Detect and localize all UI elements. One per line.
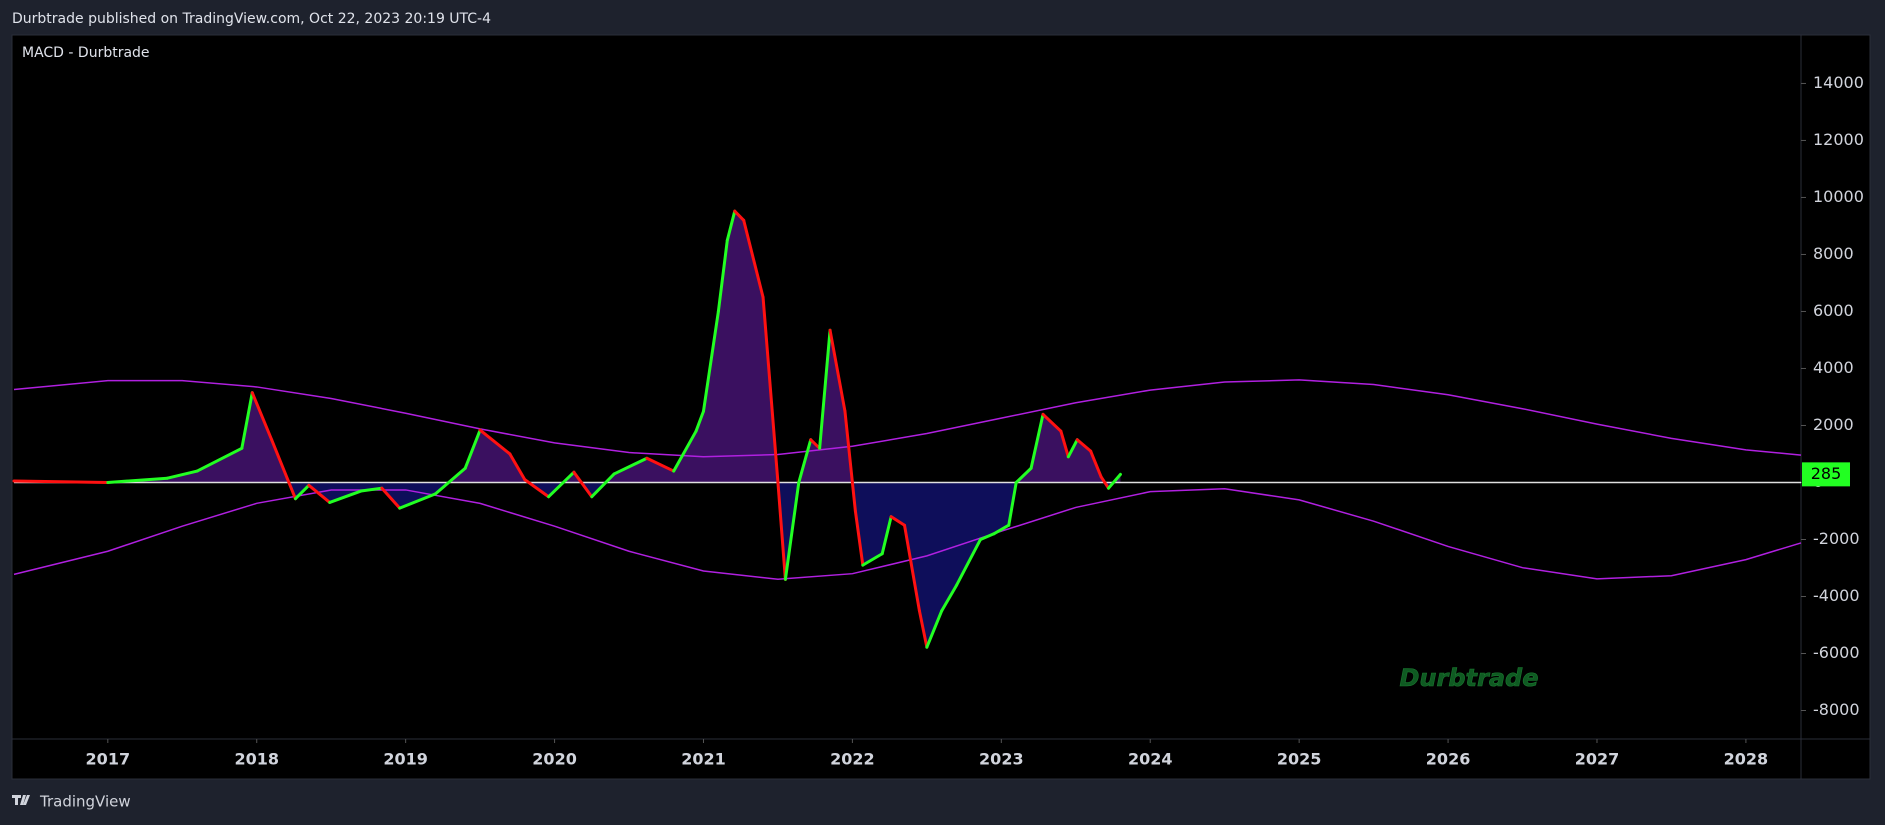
x-tick-label: 2020 bbox=[532, 750, 577, 769]
macd-segment bbox=[843, 409, 857, 513]
y-tick-label: 14000 bbox=[1813, 73, 1864, 92]
macd-segment bbox=[165, 469, 199, 480]
macd-segment bbox=[612, 456, 649, 476]
macd-segment bbox=[925, 609, 944, 649]
macd-segment bbox=[328, 489, 363, 504]
macd-segment bbox=[853, 509, 865, 567]
macd-segment bbox=[725, 209, 737, 242]
macd-segment bbox=[1041, 412, 1063, 433]
macd-segment bbox=[1007, 480, 1018, 527]
macd-segment bbox=[716, 238, 729, 313]
y-tick-label: -8000 bbox=[1813, 700, 1860, 719]
y-tick-label: -4000 bbox=[1813, 586, 1860, 605]
macd-segment bbox=[955, 537, 982, 587]
macd-segment bbox=[940, 583, 959, 613]
y-tick-label: 4000 bbox=[1813, 358, 1854, 377]
y-tick-label: 8000 bbox=[1813, 244, 1854, 263]
macd-segment bbox=[1107, 472, 1122, 490]
y-tick-label: 12000 bbox=[1813, 130, 1864, 149]
macd-segment bbox=[917, 609, 929, 649]
macd-segment bbox=[240, 391, 254, 450]
y-tick-label: -6000 bbox=[1813, 643, 1860, 662]
macd-segment bbox=[1059, 429, 1070, 459]
x-tick-label: 2018 bbox=[234, 750, 279, 769]
x-tick-label: 2027 bbox=[1575, 750, 1620, 769]
macd-segment bbox=[590, 472, 616, 499]
macd-segment bbox=[270, 438, 297, 501]
x-tick-label: 2026 bbox=[1426, 750, 1471, 769]
macd-segment bbox=[903, 523, 921, 613]
macd-segment bbox=[572, 470, 594, 499]
last-value-label: 285 bbox=[1811, 464, 1842, 483]
y-tick-label: 2000 bbox=[1813, 415, 1854, 434]
macd-segment bbox=[508, 452, 527, 482]
macd-segment bbox=[733, 209, 746, 222]
macd-segment bbox=[380, 486, 402, 510]
band-line bbox=[13, 488, 1802, 581]
macd-segment bbox=[776, 480, 787, 581]
macd-segment bbox=[701, 309, 720, 413]
macd-segment bbox=[398, 492, 437, 510]
macd-segment bbox=[783, 480, 801, 581]
macd-segment bbox=[359, 486, 384, 493]
macd-segment bbox=[12, 479, 110, 484]
band-line bbox=[13, 379, 1802, 458]
macd-segment bbox=[880, 515, 893, 556]
macd-segment bbox=[861, 552, 884, 567]
macd-segment bbox=[761, 295, 780, 484]
x-tick-label: 2023 bbox=[979, 750, 1024, 769]
macd-segment bbox=[1089, 449, 1103, 479]
y-tick-label: -2000 bbox=[1813, 529, 1860, 548]
macd-segment bbox=[1066, 438, 1079, 459]
y-tick-label: 6000 bbox=[1813, 301, 1854, 320]
macd-segment bbox=[307, 483, 332, 504]
macd-segment bbox=[1075, 438, 1093, 453]
macd-segment bbox=[106, 476, 169, 484]
macd-segment bbox=[463, 428, 482, 470]
macd-segment bbox=[818, 328, 832, 450]
x-tick-label: 2025 bbox=[1277, 750, 1322, 769]
macd-segment bbox=[1014, 466, 1033, 484]
macd-segment bbox=[523, 478, 551, 499]
macd-segment bbox=[889, 515, 907, 527]
macd-segment bbox=[433, 466, 467, 496]
watermark: Durbtrade bbox=[1400, 664, 1539, 692]
macd-segment bbox=[694, 409, 705, 433]
macd-segment bbox=[828, 328, 847, 413]
macd-segment bbox=[547, 470, 576, 499]
macd-segment bbox=[978, 532, 996, 541]
footer-text: TradingView bbox=[39, 793, 131, 811]
macd-segment bbox=[478, 428, 512, 456]
chart-frame bbox=[11, 34, 1871, 780]
macd-segment bbox=[742, 218, 765, 299]
plot: 14000120001000080006000400020000-2000-40… bbox=[12, 73, 1864, 769]
footer-logo bbox=[12, 795, 30, 805]
macd-segment bbox=[672, 429, 698, 473]
macd-segment bbox=[293, 483, 311, 501]
panel-title: MACD - Durbtrade bbox=[22, 45, 150, 61]
header-text: Durbtrade published on TradingView.com, … bbox=[12, 11, 491, 27]
x-tick-label: 2022 bbox=[830, 750, 875, 769]
macd-segment bbox=[250, 391, 274, 442]
macd-segment bbox=[645, 456, 676, 473]
macd-segment bbox=[797, 438, 813, 484]
logo-icon bbox=[12, 795, 30, 805]
macd-segment bbox=[195, 446, 244, 473]
last-value-box bbox=[1802, 462, 1850, 487]
x-tick-label: 2024 bbox=[1128, 750, 1173, 769]
macd-segment bbox=[1029, 412, 1045, 470]
macd-segment bbox=[809, 438, 822, 450]
macd-segment bbox=[1099, 475, 1111, 490]
x-tick-label: 2028 bbox=[1724, 750, 1769, 769]
x-tick-label: 2019 bbox=[383, 750, 428, 769]
area-below bbox=[14, 482, 1121, 648]
macd-segment bbox=[992, 523, 1011, 536]
x-tick-label: 2021 bbox=[681, 750, 726, 769]
y-tick-label: 10000 bbox=[1813, 187, 1864, 206]
x-tick-label: 2017 bbox=[86, 750, 131, 769]
